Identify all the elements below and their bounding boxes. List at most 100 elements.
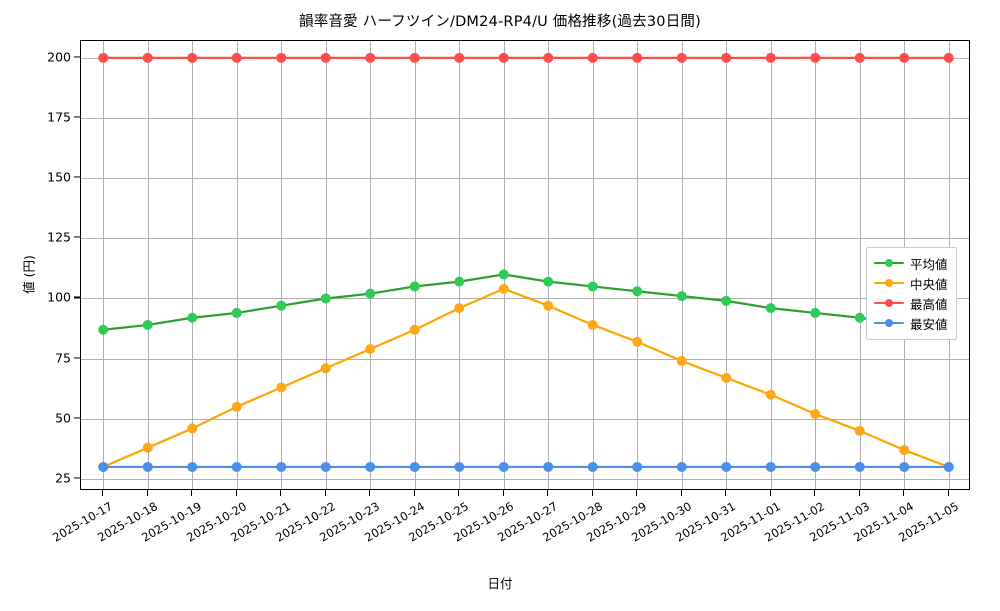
data-point — [142, 52, 153, 63]
y-axis-label: 値 (円) — [21, 255, 37, 294]
x-axis-tick-mark — [458, 490, 460, 496]
gridline-horizontal — [81, 478, 969, 480]
series-layer — [98, 52, 954, 472]
x-axis-tick-mark — [191, 490, 193, 496]
data-point — [810, 307, 821, 318]
legend-item-最高値[interactable]: 最高値 — [874, 293, 948, 313]
data-point — [231, 52, 242, 63]
y-axis-tick-mark — [74, 236, 80, 238]
legend-label: 中央値 — [910, 276, 948, 292]
data-point — [854, 52, 865, 63]
gridline-vertical — [637, 41, 639, 489]
y-axis-tick-label: 50 — [55, 410, 71, 426]
data-point — [98, 324, 109, 335]
data-point — [320, 293, 331, 304]
data-point — [899, 52, 910, 63]
gridline-vertical — [236, 41, 238, 489]
data-point — [231, 461, 242, 472]
x-axis-tick-mark — [769, 490, 771, 496]
gridline-horizontal — [81, 118, 969, 119]
legend-item-最安値[interactable]: 最安値 — [874, 313, 948, 333]
y-axis-tick-label: 25 — [55, 470, 71, 486]
x-axis-tick-mark — [369, 490, 371, 496]
y-axis-tick-mark — [74, 296, 80, 299]
data-point — [810, 408, 821, 419]
data-point — [810, 52, 821, 63]
data-point — [676, 461, 687, 472]
data-point — [943, 461, 954, 472]
gridline-horizontal — [81, 238, 969, 240]
x-axis-tick-mark — [280, 490, 282, 496]
data-point — [676, 291, 687, 302]
data-point — [276, 300, 287, 311]
data-point — [142, 461, 153, 472]
x-axis-tick-mark — [725, 490, 727, 496]
gridline-vertical — [103, 41, 105, 489]
data-point — [632, 286, 643, 297]
data-point — [409, 461, 420, 472]
data-point — [187, 52, 198, 63]
data-point — [409, 281, 420, 292]
x-axis-tick-mark — [591, 490, 593, 496]
data-point — [854, 425, 865, 436]
data-point — [765, 461, 776, 472]
data-point — [543, 276, 554, 287]
data-point — [231, 401, 242, 412]
data-point — [142, 319, 153, 330]
data-point — [365, 344, 376, 355]
chart-title: 韻率音愛 ハーフツイン/DM24-RP4/U 価格推移(過去30日間) — [299, 14, 701, 30]
gridline-vertical — [726, 41, 728, 489]
data-point — [142, 442, 153, 453]
gridline-vertical — [147, 41, 149, 489]
gridline-horizontal — [81, 178, 969, 180]
data-point — [943, 52, 954, 63]
legend-swatch-icon — [874, 317, 904, 329]
gridline-horizontal — [81, 358, 969, 360]
data-point — [721, 461, 732, 472]
data-point — [899, 461, 910, 472]
data-point — [765, 52, 776, 63]
gridline-vertical — [548, 41, 550, 489]
x-axis-tick-mark — [413, 490, 415, 496]
data-point — [721, 52, 732, 63]
data-point — [587, 319, 598, 330]
gridline-vertical — [325, 41, 327, 489]
gridline-vertical — [592, 41, 594, 489]
data-point — [187, 423, 198, 434]
legend-item-中央値[interactable]: 中央値 — [874, 273, 948, 293]
legend-label: 最安値 — [910, 316, 948, 332]
x-axis-tick-mark — [102, 490, 104, 496]
data-point — [498, 269, 509, 280]
data-point — [276, 461, 287, 472]
gridline-vertical — [770, 41, 772, 489]
series-line — [102, 287, 950, 469]
data-point — [765, 389, 776, 400]
data-point — [854, 312, 865, 323]
data-point — [543, 52, 554, 63]
legend-swatch-icon — [874, 297, 904, 309]
y-axis-tick-mark — [74, 357, 80, 359]
data-point — [498, 52, 509, 63]
y-axis-tick-mark — [74, 56, 80, 58]
legend-item-平均値[interactable]: 平均値 — [874, 253, 948, 273]
series-平均値 — [98, 269, 954, 335]
data-point — [454, 276, 465, 287]
data-point — [409, 324, 420, 335]
data-point — [98, 461, 109, 472]
data-point — [98, 52, 109, 63]
data-point — [721, 372, 732, 383]
series-中央値 — [98, 283, 954, 472]
x-axis-tick-mark — [502, 490, 504, 496]
data-point — [276, 52, 287, 63]
gridline-vertical — [681, 41, 683, 489]
gridline-vertical — [503, 41, 505, 489]
data-point — [854, 461, 865, 472]
legend-swatch-icon — [874, 277, 904, 289]
x-axis-tick-mark — [636, 490, 638, 496]
gridline-vertical — [414, 41, 416, 489]
x-axis-tick-mark — [235, 490, 237, 496]
chart-legend[interactable]: 平均値中央値 最高値最安値 — [866, 247, 957, 340]
x-axis-label: 日付 — [487, 576, 513, 591]
data-point — [454, 461, 465, 472]
